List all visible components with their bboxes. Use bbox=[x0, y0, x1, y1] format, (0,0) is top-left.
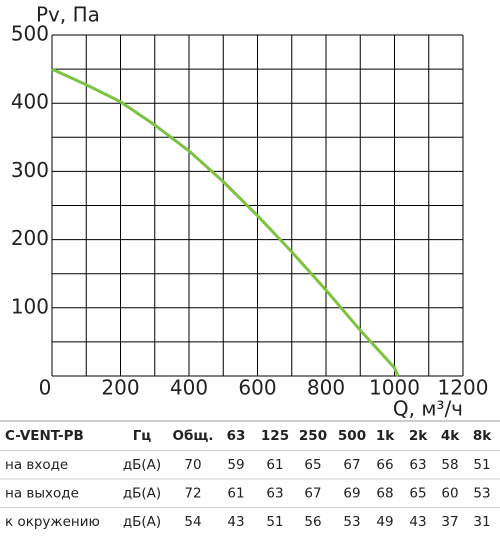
table-cell: 65 bbox=[409, 486, 426, 502]
table-cell: 49 bbox=[376, 514, 393, 530]
table-cell: 65 bbox=[304, 457, 321, 473]
table-header: 8k bbox=[473, 428, 492, 444]
table-cell: к окружению bbox=[5, 514, 100, 530]
table-cell: 43 bbox=[409, 514, 426, 530]
x-tick-label: 400 bbox=[170, 376, 208, 400]
fan-curve bbox=[51, 67, 400, 377]
table-cell: 59 bbox=[227, 457, 244, 473]
table-cell: 53 bbox=[473, 486, 490, 502]
y-tick-label: 500 bbox=[11, 22, 49, 46]
table-cell: на выходе bbox=[5, 486, 79, 502]
table-cell: 63 bbox=[409, 457, 426, 473]
table-cell: 31 bbox=[473, 514, 490, 530]
table-header: Общ. bbox=[173, 428, 214, 444]
table-cell: 51 bbox=[266, 514, 283, 530]
table-header: C-VENT-PB bbox=[5, 428, 84, 444]
table-cell: 53 bbox=[343, 514, 360, 530]
table-cell: 63 bbox=[266, 486, 283, 502]
y-tick-label: 300 bbox=[11, 158, 49, 182]
table-cell: 43 bbox=[227, 514, 244, 530]
table-cell: на входе bbox=[5, 457, 68, 473]
x-tick-label: 1200 bbox=[438, 376, 489, 400]
table-cell: дБ(А) bbox=[123, 514, 161, 530]
table-cell: 68 bbox=[376, 486, 393, 502]
y-tick-label: 200 bbox=[11, 226, 49, 250]
table-header: 2k bbox=[409, 428, 428, 444]
x-tick-label: 800 bbox=[307, 376, 345, 400]
table-header: 250 bbox=[299, 428, 327, 444]
table-header: 63 bbox=[227, 428, 246, 444]
y-tick-label: 400 bbox=[11, 90, 49, 114]
table-cell: 67 bbox=[304, 486, 321, 502]
table-cell: 60 bbox=[441, 486, 458, 502]
y-axis-label: Pv, Па bbox=[36, 3, 100, 27]
table-header: 4k bbox=[441, 428, 460, 444]
y-tick-label: 100 bbox=[11, 294, 49, 318]
table-cell: 51 bbox=[473, 457, 490, 473]
table-cell: 54 bbox=[184, 514, 201, 530]
x-axis-label: Q, м³/ч bbox=[393, 397, 463, 421]
table-cell: 70 bbox=[184, 457, 201, 473]
table-header: 1k bbox=[376, 428, 395, 444]
table-cell: 69 bbox=[343, 486, 360, 502]
x-tick-label: 200 bbox=[101, 376, 139, 400]
table-cell: 58 bbox=[441, 457, 458, 473]
table-cell: 56 bbox=[304, 514, 321, 530]
table-cell: дБ(А) bbox=[123, 486, 161, 502]
table-cell: дБ(А) bbox=[123, 457, 161, 473]
table-cell: 37 bbox=[441, 514, 458, 530]
table-cell: 61 bbox=[227, 486, 244, 502]
table-cell: 67 bbox=[343, 457, 360, 473]
table-cell: 66 bbox=[376, 457, 393, 473]
table-header: 125 bbox=[261, 428, 289, 444]
table-cell: 72 bbox=[184, 486, 201, 502]
table-header: Гц bbox=[133, 428, 152, 444]
x-tick-label: 0 bbox=[39, 376, 52, 400]
table-cell: 61 bbox=[266, 457, 283, 473]
x-tick-label: 600 bbox=[238, 376, 276, 400]
table-header: 500 bbox=[338, 428, 366, 444]
x-tick-label: 1000 bbox=[369, 376, 420, 400]
